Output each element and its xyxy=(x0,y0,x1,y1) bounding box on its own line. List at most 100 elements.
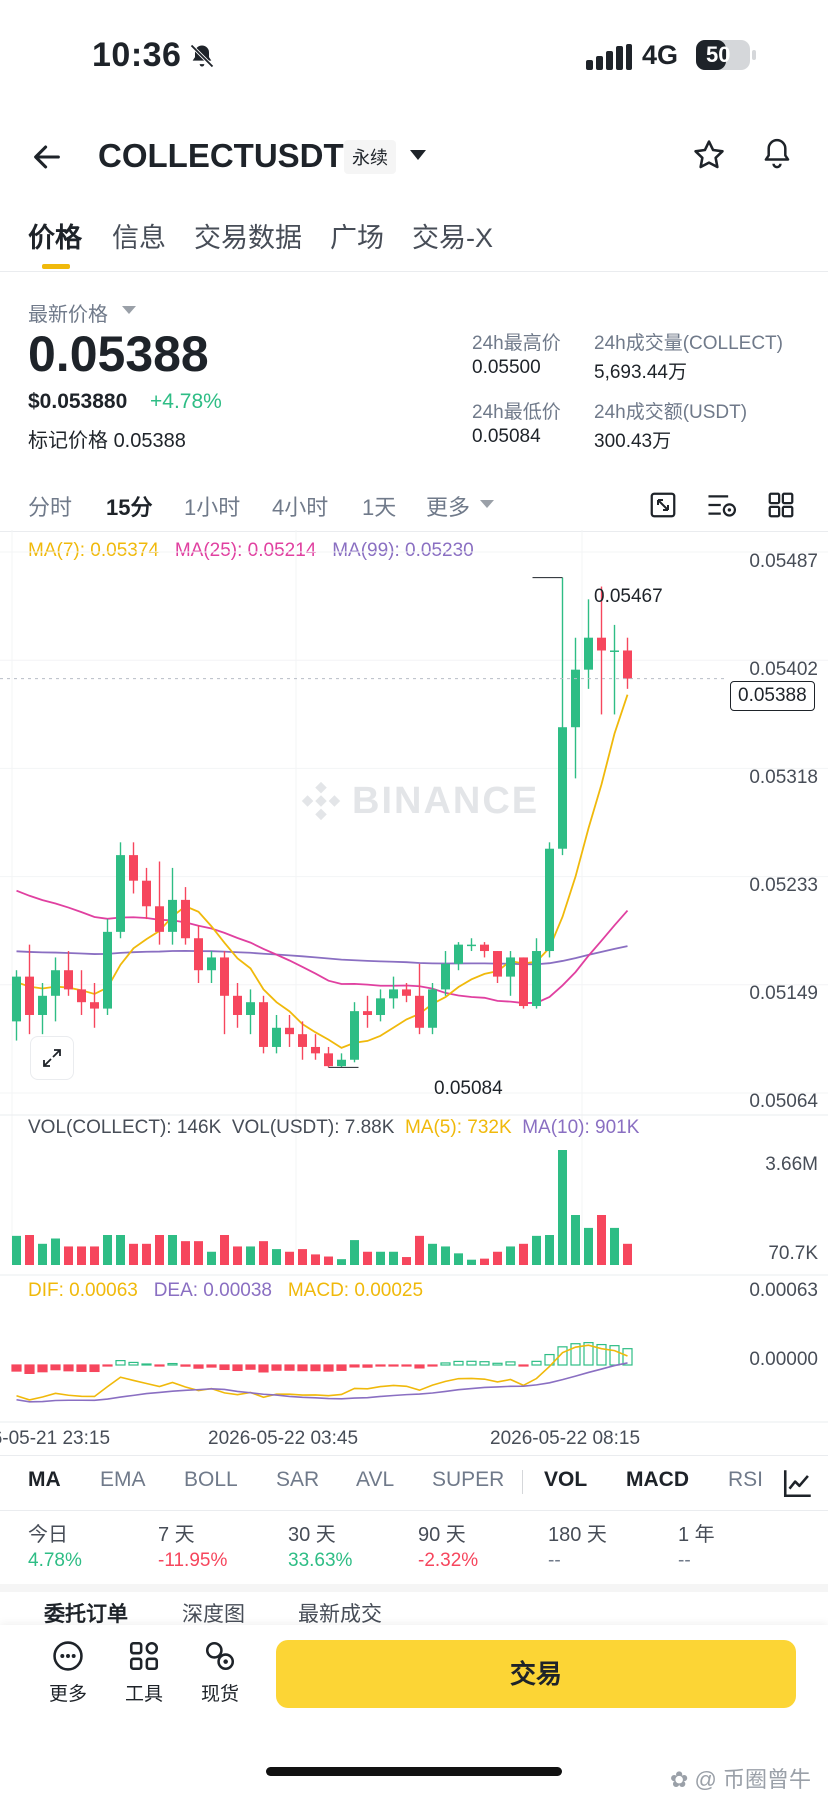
perf-label: 7 天 xyxy=(158,1524,195,1546)
volume-bar xyxy=(454,1253,463,1265)
candle-body xyxy=(90,1002,99,1009)
symbol-dropdown-icon[interactable] xyxy=(410,150,426,160)
price-axis-label: 0.05402 xyxy=(749,659,818,680)
watermark-label: 币圈曾牛 xyxy=(723,1767,812,1792)
more-button[interactable]: 更多 xyxy=(38,1639,98,1706)
candle-body xyxy=(155,906,164,932)
indicator-sar[interactable]: SAR xyxy=(276,1468,320,1491)
candle-body xyxy=(64,970,73,990)
perf-label: 90 天 xyxy=(418,1524,466,1546)
interval-bar: 分时 15分 1小时 4小时 1天 更多 xyxy=(28,490,528,520)
tab-depth[interactable]: 深度图 xyxy=(182,1603,245,1626)
interval-time[interactable]: 分时 xyxy=(28,495,73,520)
volume-bar xyxy=(298,1249,307,1265)
candle-body xyxy=(441,963,450,990)
spot-swap-icon xyxy=(205,1641,235,1671)
indicator-vol[interactable]: VOL xyxy=(544,1468,588,1491)
dif-legend: DIF: 0.00063 xyxy=(28,1280,138,1301)
tab-recent-trades[interactable]: 最新成交 xyxy=(298,1603,382,1626)
candlestick-chart[interactable] xyxy=(0,530,828,1530)
volume-bar xyxy=(558,1150,567,1265)
perf-label: 180 天 xyxy=(548,1524,607,1546)
watermark-text: ✿ @ 币圈曾牛 xyxy=(670,1762,811,1794)
alert-bell-icon[interactable] xyxy=(760,136,794,172)
volume-bar xyxy=(350,1240,359,1265)
macd-axis-label: 0.00000 xyxy=(749,1349,818,1370)
tools-button[interactable]: 工具 xyxy=(114,1639,174,1706)
trade-button[interactable]: 交易 xyxy=(276,1640,796,1708)
volume-bar xyxy=(246,1246,255,1265)
tab-trade-x[interactable]: 交易-X xyxy=(412,223,493,253)
macd-bar xyxy=(518,1364,529,1367)
price-axis-label: 0.05487 xyxy=(749,551,818,572)
home-indicator xyxy=(266,1767,562,1776)
macd-bar xyxy=(531,1360,542,1366)
fullscreen-icon[interactable] xyxy=(648,490,678,520)
volume-bar xyxy=(155,1235,164,1265)
volume-bar xyxy=(103,1235,112,1265)
symbol-title[interactable]: COLLECTUSDT xyxy=(98,137,344,174)
candle-body xyxy=(376,998,385,1015)
expand-icon xyxy=(43,1049,61,1067)
price-axis-label: 0.05233 xyxy=(749,875,818,896)
indicator-ema[interactable]: EMA xyxy=(100,1468,146,1491)
candle-body xyxy=(506,957,515,977)
favorite-star-icon[interactable] xyxy=(692,138,726,172)
interval-1h[interactable]: 1小时 xyxy=(184,495,241,520)
vol-ma5-legend: MA(5): 732K xyxy=(404,1117,512,1138)
spot-button[interactable]: 现货 xyxy=(190,1639,250,1706)
macd-bar xyxy=(154,1364,165,1367)
volume-bar xyxy=(194,1241,203,1265)
dea-line xyxy=(16,1362,628,1403)
tab-info[interactable]: 信息 xyxy=(112,223,166,253)
tab-price[interactable]: 价格 xyxy=(28,223,82,253)
indicator-super[interactable]: SUPER xyxy=(432,1468,505,1491)
volume-bar xyxy=(545,1235,554,1265)
macd-bar xyxy=(505,1361,516,1366)
more-dropdown-icon[interactable] xyxy=(480,500,494,508)
candle-body xyxy=(103,931,112,1009)
macd-bar xyxy=(50,1364,61,1371)
layout-grid-icon[interactable] xyxy=(766,490,796,520)
ma99-legend: MA(99): 0.05230 xyxy=(332,540,474,561)
expand-chart-button[interactable] xyxy=(30,1036,74,1080)
volume-axis-label: 3.66M xyxy=(765,1154,818,1175)
indicator-macd[interactable]: MACD xyxy=(626,1468,689,1491)
volume-bar xyxy=(532,1235,541,1265)
macd-axis-label: 0.00063 xyxy=(749,1280,818,1301)
candle-body xyxy=(519,957,528,1007)
candle-body xyxy=(610,650,619,652)
volume-bar xyxy=(428,1243,437,1265)
vol-usdt-legend: VOL(USDT): 7.88K xyxy=(231,1117,395,1138)
macd-bar xyxy=(596,1343,607,1366)
volume-bar xyxy=(467,1259,476,1265)
bell-off-icon xyxy=(190,44,214,68)
last-price-label[interactable]: 最新价格 xyxy=(28,304,108,326)
chart-settings-icon[interactable] xyxy=(706,490,738,520)
tab-open-orders[interactable]: 委托订单 xyxy=(44,1603,128,1626)
interval-15m[interactable]: 15分 xyxy=(106,495,153,520)
tab-trade-data[interactable]: 交易数据 xyxy=(194,223,302,253)
interval-more[interactable]: 更多 xyxy=(426,495,471,520)
tab-square[interactable]: 广场 xyxy=(330,223,384,253)
back-arrow-icon[interactable] xyxy=(30,140,64,174)
interval-4h[interactable]: 4小时 xyxy=(272,495,329,520)
interval-1d[interactable]: 1天 xyxy=(362,495,397,520)
candle-body xyxy=(51,970,60,996)
volume-axis-label: 70.7K xyxy=(768,1243,818,1264)
macd-bar xyxy=(258,1364,269,1373)
candle-body xyxy=(597,637,606,651)
volume-bar xyxy=(493,1251,502,1265)
indicator-settings-icon[interactable] xyxy=(780,1466,816,1500)
macd-bar xyxy=(427,1364,438,1367)
indicator-avl[interactable]: AVL xyxy=(356,1468,395,1491)
order-book-tabs: 委托订单 深度图 最新成交 xyxy=(44,1598,644,1628)
ma25-legend: MA(25): 0.05214 xyxy=(174,540,317,561)
volume-bar xyxy=(64,1246,73,1265)
candle-body xyxy=(38,995,47,1015)
indicator-rsi[interactable]: RSI xyxy=(728,1468,764,1491)
indicator-boll[interactable]: BOLL xyxy=(184,1468,238,1491)
indicator-ma[interactable]: MA xyxy=(28,1468,61,1491)
macd-bar xyxy=(11,1364,22,1372)
price-type-dropdown-icon[interactable] xyxy=(122,306,136,314)
